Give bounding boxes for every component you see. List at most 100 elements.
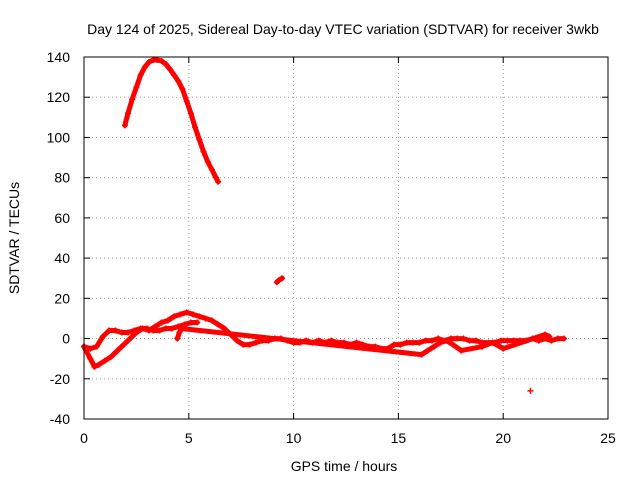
data-point — [154, 57, 161, 64]
series-trace — [81, 309, 567, 370]
data-point — [460, 335, 467, 342]
y-tick-label: 40 — [54, 250, 70, 266]
data-point — [158, 319, 165, 326]
x-tick-label: 0 — [80, 430, 88, 446]
data-point — [196, 313, 203, 320]
data-point — [99, 333, 106, 340]
data-point — [87, 345, 94, 352]
data-point — [431, 343, 438, 350]
data-point — [397, 341, 404, 348]
series-trace — [174, 326, 552, 358]
data-point — [125, 329, 132, 336]
data-point — [504, 337, 511, 344]
data-point — [118, 329, 125, 336]
data-point — [435, 335, 442, 342]
data-point — [174, 335, 181, 342]
data-point — [164, 317, 171, 324]
data-point — [437, 339, 444, 346]
data-point — [454, 335, 461, 342]
data-point — [192, 124, 199, 131]
data-point — [158, 58, 165, 65]
y-tick-label: 20 — [54, 290, 70, 306]
data-point — [150, 327, 157, 334]
data-point — [208, 166, 215, 173]
data-point — [137, 325, 144, 332]
series-secondary-track — [81, 319, 201, 352]
data-point — [458, 347, 465, 354]
data-point — [166, 66, 173, 73]
x-tick-label: 15 — [391, 430, 407, 446]
data-point — [548, 337, 555, 344]
data-point — [169, 325, 176, 332]
data-point — [554, 335, 561, 342]
data-point — [171, 313, 178, 320]
x-tick-label: 20 — [495, 430, 511, 446]
data-point — [546, 333, 553, 340]
series-trace — [122, 57, 221, 185]
data-point — [156, 327, 163, 334]
data-point — [129, 96, 136, 103]
data-point — [162, 325, 169, 332]
series-short-segments — [174, 325, 553, 358]
data-point — [145, 59, 152, 66]
data-point — [125, 110, 132, 117]
y-tick-label: 60 — [54, 210, 70, 226]
data-point — [200, 148, 207, 155]
data-point — [240, 341, 247, 348]
y-tick-label: 80 — [54, 170, 70, 186]
y-tick-label: 120 — [47, 89, 71, 105]
data-point — [95, 361, 102, 368]
data-point — [416, 339, 423, 346]
data-point — [106, 327, 113, 334]
data-point — [194, 319, 201, 326]
y-tick-label: -40 — [50, 411, 70, 427]
data-point — [101, 357, 108, 364]
data-point — [202, 315, 209, 322]
data-point — [162, 61, 169, 68]
data-point — [560, 335, 567, 342]
chart-title: Day 124 of 2025, Sidereal Day-to-day VTE… — [87, 21, 599, 37]
data-point — [208, 317, 215, 324]
data-point — [187, 319, 194, 326]
data-point — [424, 347, 431, 354]
data-point — [91, 363, 98, 370]
data-point — [176, 329, 183, 336]
x-tick-label: 10 — [286, 430, 302, 446]
data-point — [175, 78, 182, 85]
data-point — [120, 341, 127, 348]
data-point — [221, 325, 228, 332]
data-point — [114, 347, 121, 354]
axis-ticks: 0 5 10 15 20 25 -40 -20 0 20 40 60 80 100 120 140 — [47, 49, 616, 446]
data-point — [466, 337, 473, 344]
data-point — [133, 84, 140, 91]
data-point — [449, 341, 456, 348]
data-point — [183, 309, 190, 316]
x-tick-label: 25 — [600, 430, 616, 446]
data-point — [87, 355, 94, 362]
data-point — [542, 331, 549, 338]
data-point — [215, 178, 222, 185]
grid — [84, 57, 608, 419]
data-point — [127, 335, 134, 342]
plot-frame — [83, 56, 609, 420]
data-point — [131, 327, 138, 334]
data-point — [204, 158, 211, 165]
data-point — [443, 337, 450, 344]
series-isolated-cluster — [273, 275, 286, 286]
data-point — [187, 110, 194, 117]
x-tick-label: 5 — [185, 430, 193, 446]
data-point — [171, 72, 178, 79]
data-point — [422, 337, 429, 344]
y-tick-label: -20 — [50, 371, 70, 387]
data-point — [246, 341, 253, 348]
data-point — [141, 64, 148, 71]
series-outlier — [527, 387, 534, 394]
data-point — [472, 337, 479, 344]
data-point — [143, 325, 150, 332]
data-layer — [81, 57, 567, 394]
data-point — [391, 341, 398, 348]
y-axis-label: SDTVAR / TECUs — [6, 182, 22, 294]
data-point — [353, 339, 360, 346]
data-point — [418, 351, 425, 358]
data-point — [177, 311, 184, 318]
